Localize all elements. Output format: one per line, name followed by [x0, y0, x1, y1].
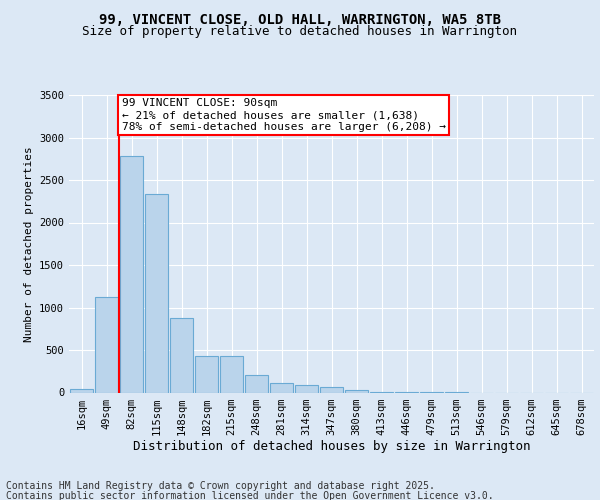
Bar: [145, 194, 168, 392]
Bar: [170, 318, 193, 392]
Bar: [120, 156, 143, 392]
Bar: [245, 375, 268, 392]
Bar: [320, 388, 343, 392]
Text: 99 VINCENT CLOSE: 90sqm
← 21% of detached houses are smaller (1,638)
78% of semi: 99 VINCENT CLOSE: 90sqm ← 21% of detache…: [121, 98, 445, 132]
Text: Size of property relative to detached houses in Warrington: Size of property relative to detached ho…: [83, 25, 517, 38]
Bar: [195, 356, 218, 393]
Bar: [295, 385, 318, 392]
X-axis label: Distribution of detached houses by size in Warrington: Distribution of detached houses by size …: [133, 440, 530, 454]
Bar: [220, 356, 243, 393]
Text: Contains HM Land Registry data © Crown copyright and database right 2025.: Contains HM Land Registry data © Crown c…: [6, 481, 435, 491]
Text: Contains public sector information licensed under the Open Government Licence v3: Contains public sector information licen…: [6, 491, 494, 500]
Text: 99, VINCENT CLOSE, OLD HALL, WARRINGTON, WA5 8TB: 99, VINCENT CLOSE, OLD HALL, WARRINGTON,…: [99, 12, 501, 26]
Y-axis label: Number of detached properties: Number of detached properties: [23, 146, 34, 342]
Bar: [270, 383, 293, 392]
Bar: [95, 298, 118, 392]
Bar: [70, 389, 93, 392]
Bar: [345, 390, 368, 392]
